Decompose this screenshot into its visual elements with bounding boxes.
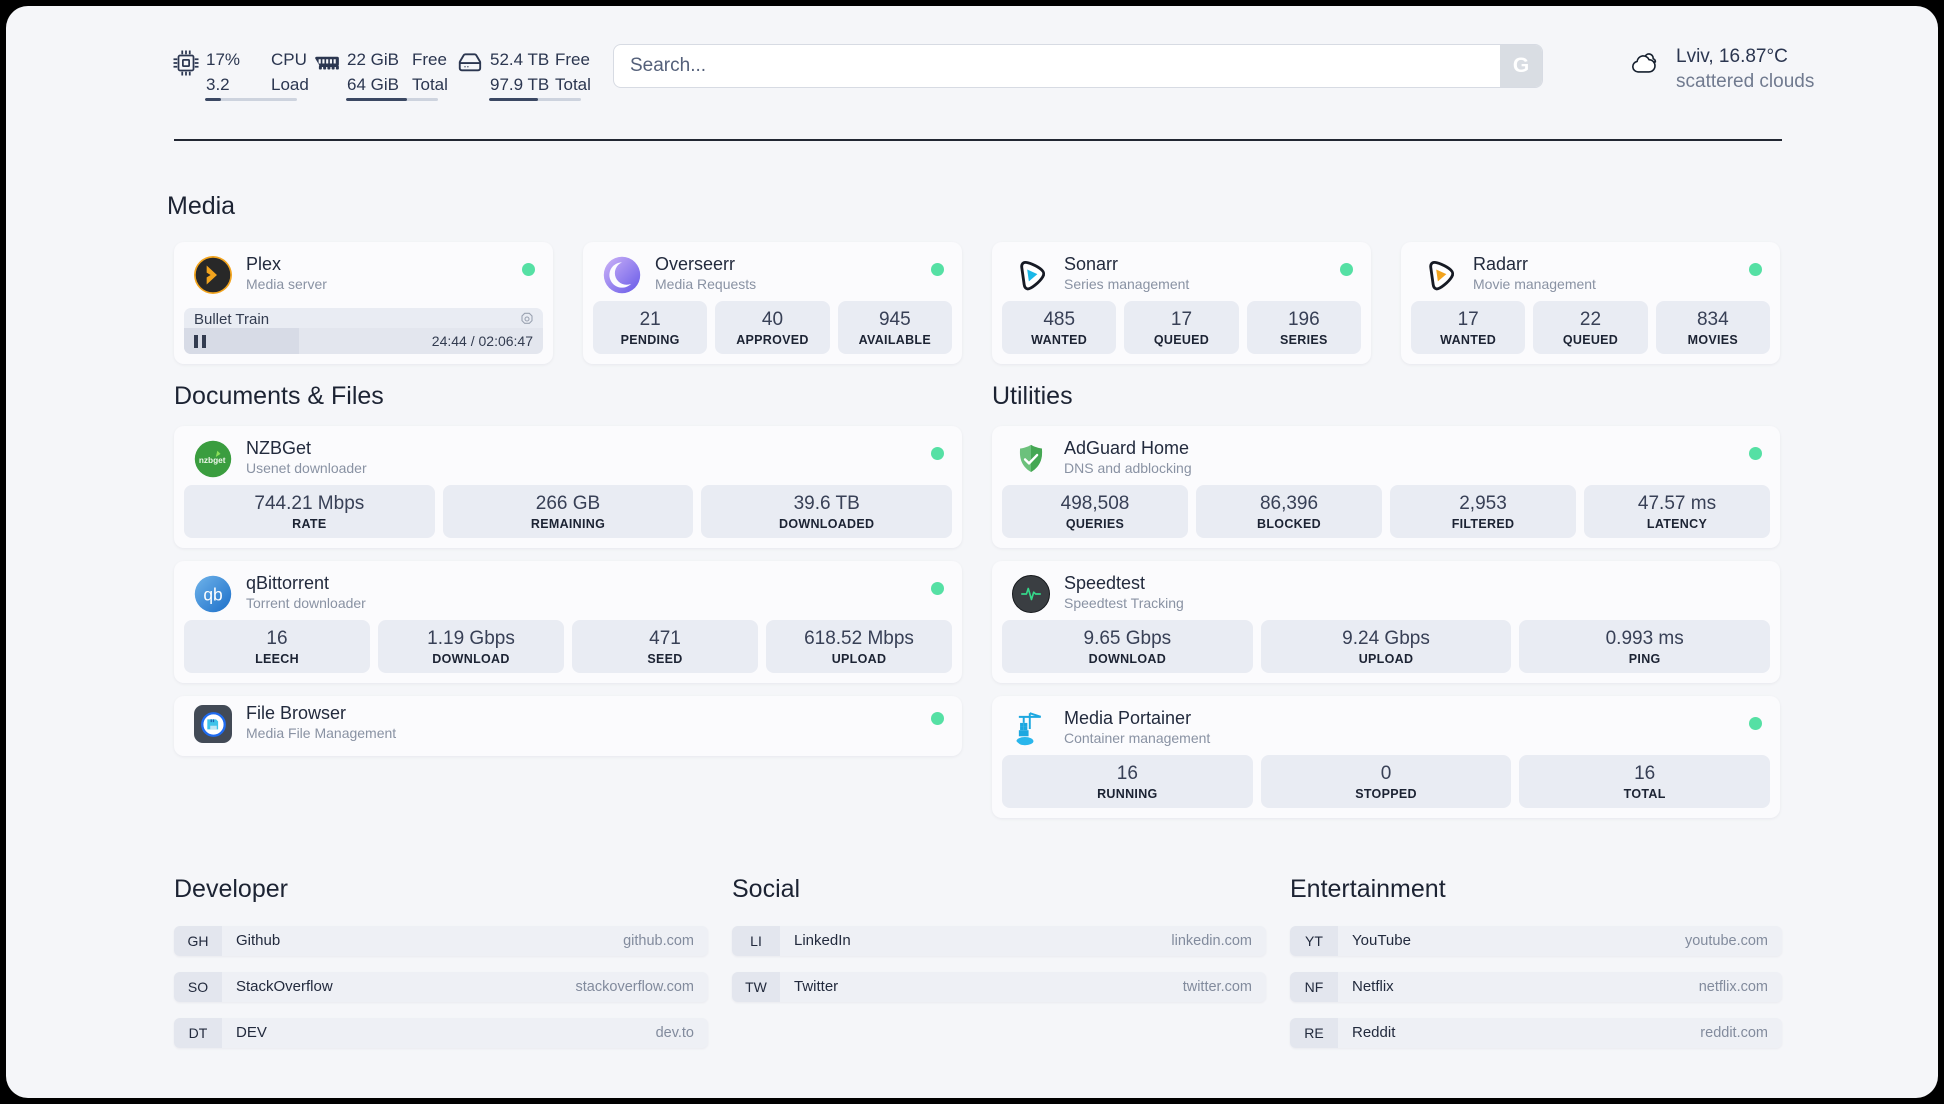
svg-text:qb: qb: [203, 584, 222, 604]
svg-text:nzbget: nzbget: [199, 455, 226, 465]
